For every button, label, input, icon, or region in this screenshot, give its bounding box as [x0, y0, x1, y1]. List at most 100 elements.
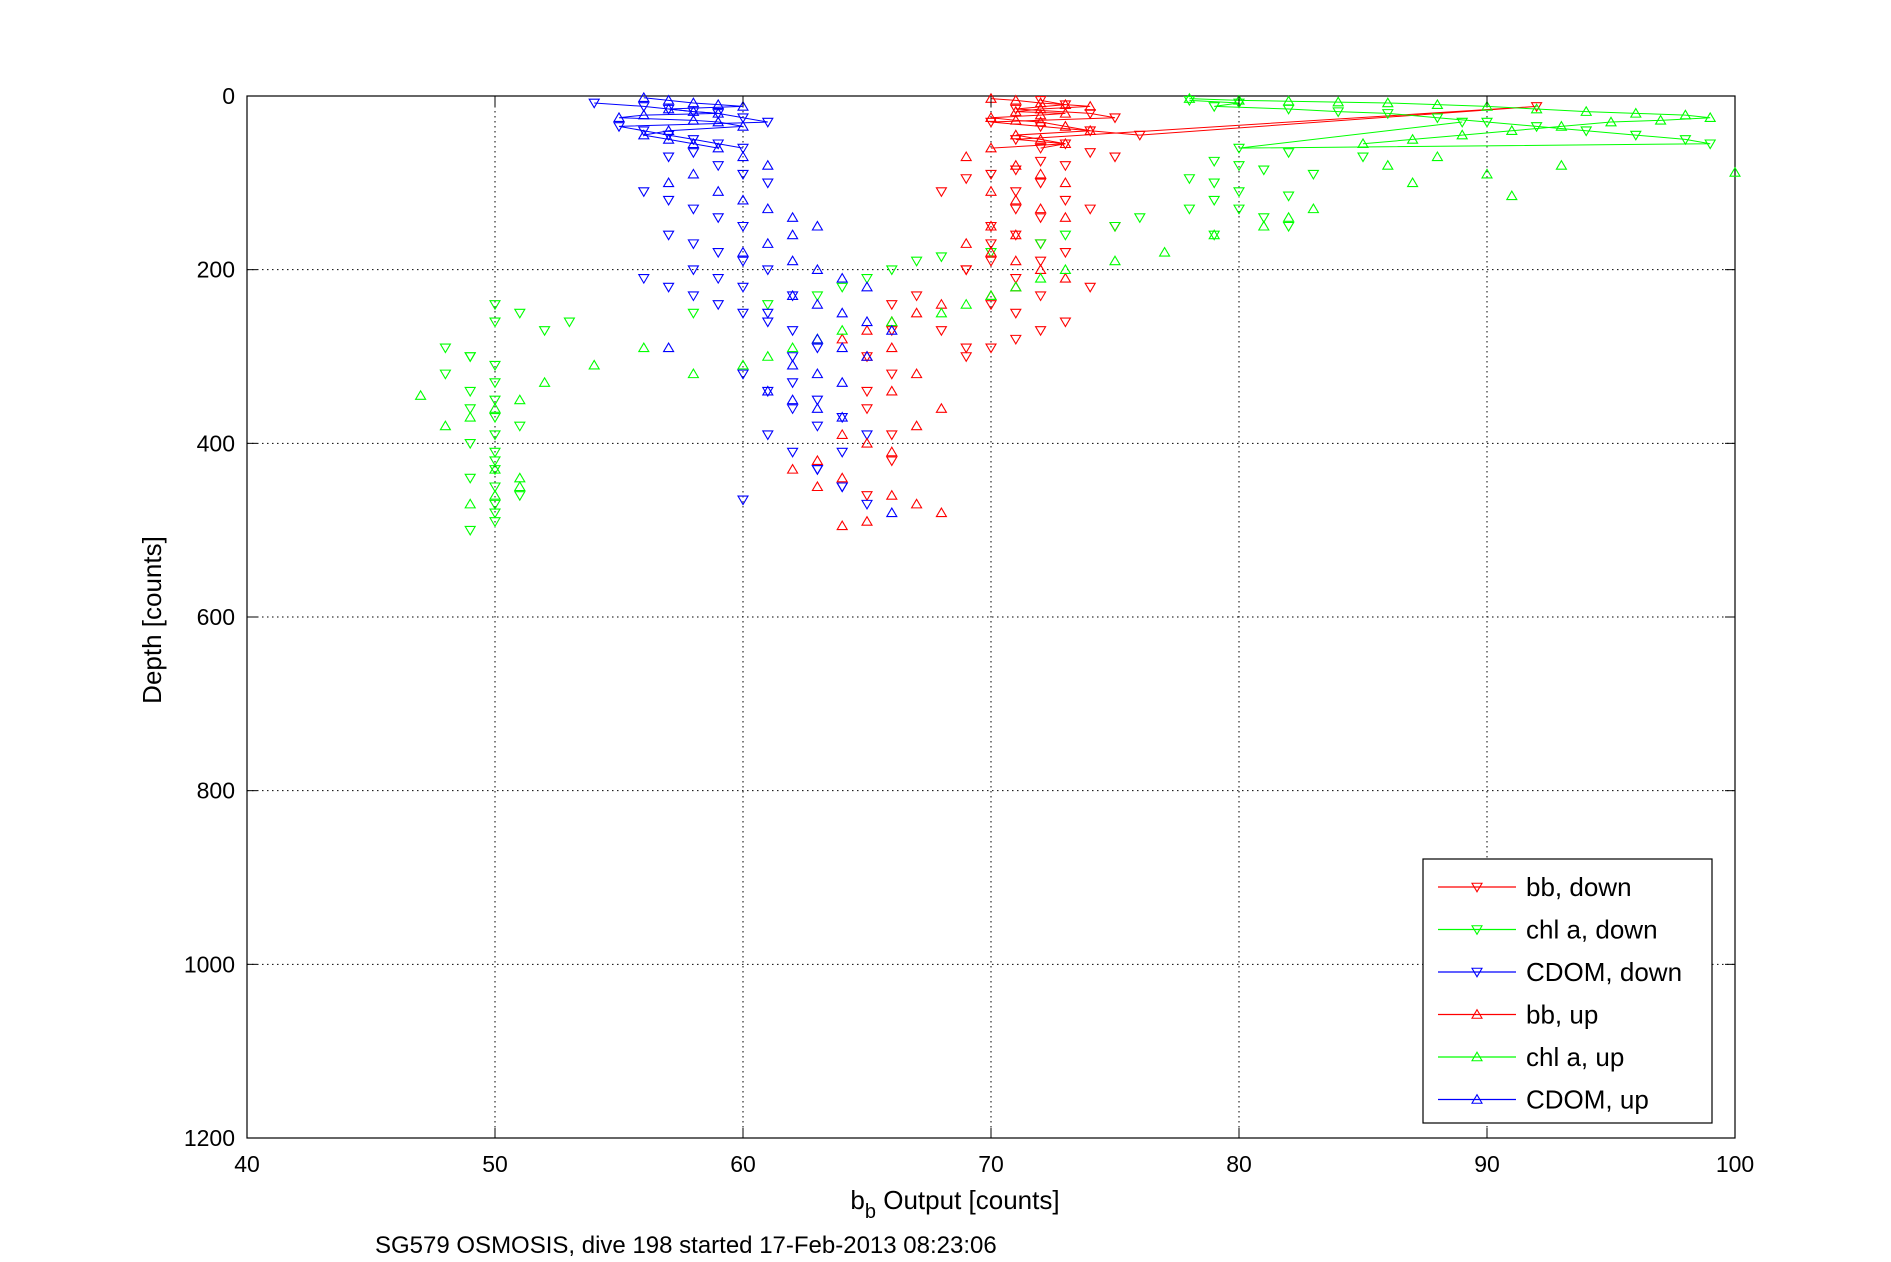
data-point [489, 395, 501, 406]
data-point [1009, 165, 1022, 176]
data-point [1034, 272, 1047, 283]
data-point [786, 394, 799, 405]
series-4 [414, 92, 1741, 509]
data-point [935, 506, 948, 518]
data-point [836, 341, 849, 353]
data-point [985, 289, 997, 301]
series-1 [439, 96, 1717, 537]
data-point [1009, 194, 1022, 205]
data-point [935, 326, 948, 337]
data-point [489, 489, 501, 500]
data-point [489, 499, 501, 510]
data-point [662, 195, 675, 207]
data-point [1084, 124, 1097, 136]
y-tick-label: 0 [222, 83, 235, 109]
data-point [737, 120, 749, 131]
data-point [1580, 126, 1593, 137]
data-point [761, 300, 774, 311]
data-point [1282, 211, 1295, 222]
data-point [1629, 130, 1642, 141]
data-point [1009, 129, 1022, 140]
series-line [1189, 98, 1711, 145]
data-point [885, 456, 898, 467]
data-point [687, 135, 700, 146]
data-point [761, 350, 774, 361]
data-point [761, 385, 774, 396]
data-point [1481, 117, 1493, 128]
data-point [861, 324, 873, 335]
data-point [836, 282, 849, 293]
data-point [1679, 109, 1692, 120]
y-axis-label: Depth [counts] [137, 536, 167, 704]
data-point [662, 152, 675, 163]
data-point [786, 211, 799, 222]
legend-marker [1471, 882, 1483, 893]
data-point [637, 109, 650, 120]
data-point [489, 317, 501, 328]
data-point [513, 491, 526, 502]
data-point [786, 404, 799, 415]
data-point [885, 341, 898, 353]
data-point [1530, 103, 1543, 114]
data-point [1034, 168, 1047, 179]
data-point [1034, 109, 1047, 120]
data-point [761, 308, 774, 319]
data-point [588, 98, 601, 109]
data-point [1034, 256, 1047, 267]
data-point [439, 420, 452, 431]
data-point [836, 411, 849, 422]
data-point [885, 446, 898, 457]
data-point [811, 343, 824, 354]
data-point [910, 368, 923, 379]
data-point [1505, 190, 1518, 201]
data-point [1183, 96, 1196, 107]
data-point [1109, 221, 1121, 233]
data-point [489, 412, 501, 424]
data-point [1307, 203, 1320, 214]
data-point [439, 343, 452, 354]
data-point [1009, 229, 1022, 240]
legend-entry: CDOM, down [1438, 957, 1682, 987]
data-point [985, 117, 997, 128]
data-point [1034, 178, 1047, 189]
data-point [464, 525, 477, 537]
data-point [836, 519, 849, 531]
data-point [786, 352, 799, 363]
data-point [1381, 159, 1394, 170]
legend-label: chl a, down [1526, 915, 1658, 945]
data-point [1282, 221, 1295, 233]
data-point [811, 402, 824, 413]
y-tick-label: 800 [197, 778, 235, 804]
data-point [1381, 109, 1394, 120]
data-point [687, 137, 700, 149]
data-point [861, 437, 873, 448]
data-point [1034, 239, 1047, 250]
data-point [1183, 204, 1196, 215]
data-point [1431, 113, 1444, 124]
data-point [1183, 174, 1196, 185]
data-point [910, 498, 923, 509]
legend-marker [1471, 925, 1483, 936]
data-point [811, 480, 824, 492]
data-point [786, 289, 799, 301]
data-point [1208, 156, 1221, 167]
series-line [990, 99, 1537, 149]
data-point [489, 508, 501, 519]
data-point [935, 187, 948, 198]
data-point [687, 308, 700, 319]
data-point [786, 229, 799, 240]
data-point [811, 263, 824, 274]
data-point [1009, 114, 1022, 125]
data-point [1555, 159, 1568, 170]
data-point [985, 185, 997, 196]
data-point [1034, 213, 1047, 224]
data-point [935, 252, 948, 263]
data-point [960, 265, 973, 276]
data-point [811, 368, 824, 379]
data-point [1233, 204, 1245, 215]
data-point [513, 394, 526, 405]
data-point [1208, 102, 1221, 113]
data-point [1307, 169, 1320, 180]
data-point [1208, 229, 1221, 240]
